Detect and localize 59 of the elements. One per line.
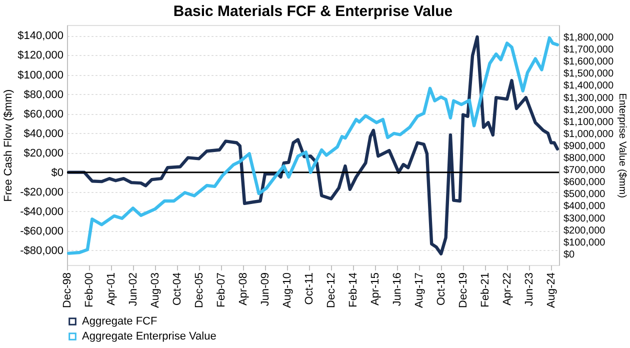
x-tick-label: Aug-17: [414, 272, 426, 308]
y-tick-label: $60,000: [24, 108, 64, 120]
y2-tick-label: $1,200,000: [564, 104, 614, 116]
y2-tick-label: $0: [564, 249, 576, 260]
y2-tick-label: $100,000: [564, 237, 606, 248]
y2-tick-label: $900,000: [564, 140, 606, 152]
legend-label: Aggregate Enterprise Value: [82, 330, 216, 342]
x-tick-label: Apr-22: [502, 272, 514, 306]
y-tick-label: $100,000: [18, 69, 64, 82]
y2-tick-label: $200,000: [564, 225, 606, 236]
y2-tick-label: $500,000: [564, 189, 606, 200]
y2-tick-label: $1,400,000: [564, 80, 614, 92]
x-tick-label: Aug-10: [282, 272, 294, 308]
x-tick-label: Dec-05: [194, 272, 206, 308]
y2-tick-label: $1,100,000: [564, 116, 614, 128]
x-tick-label: Dec-98: [62, 272, 74, 308]
y-tick-label: -$40,000: [20, 206, 64, 218]
y-tick-label: -$20,000: [20, 186, 64, 198]
x-tick-label: Oct-18: [436, 272, 448, 306]
x-tick-label: Aug-24: [546, 272, 558, 308]
y-tick-label: -$60,000: [20, 225, 64, 238]
x-tick-label: Apr-08: [238, 272, 250, 306]
y2-tick-label: $1,300,000: [564, 92, 614, 104]
y-tick-label: $140,000: [18, 30, 64, 42]
x-tick-label: Feb-07: [216, 272, 228, 308]
x-tick-label: Oct-04: [172, 272, 184, 306]
x-tick-label: Dec-19: [458, 272, 470, 308]
y-tick-label: -$80,000: [20, 244, 64, 257]
y2-tick-label: $300,000: [564, 213, 606, 224]
x-tick-label: Jun-16: [392, 272, 404, 306]
y2-tick-label: $800,000: [564, 153, 606, 164]
y2-tick-label: $700,000: [564, 165, 606, 176]
x-tick-label: Apr-15: [370, 272, 382, 306]
x-tick-label: Feb-21: [480, 272, 492, 308]
x-tick-label: Feb-14: [348, 272, 360, 308]
y2-tick-label: $600,000: [564, 177, 606, 188]
x-tick-label: Jun-02: [127, 272, 140, 306]
y2-axis-title: Enterprise Value ($mm): [616, 93, 628, 198]
x-tick-label: Dec-12: [326, 272, 338, 308]
y2-tick-label: $1,000,000: [564, 128, 614, 140]
x-tick-label: Apr-01: [105, 272, 118, 306]
y2-tick-label: $1,500,000: [564, 68, 614, 80]
y-axis-title: Free Cash Flow ($mm): [2, 89, 15, 202]
y-tick-label: $40,000: [24, 128, 64, 140]
y2-tick-label: $1,600,000: [564, 56, 614, 68]
x-tick-label: Aug-03: [149, 272, 162, 308]
y-tick-label: $0: [51, 166, 64, 179]
x-tick-label: Jun-23: [524, 272, 536, 306]
x-tick-label: Feb-00: [84, 272, 96, 308]
y-tick-label: $20,000: [24, 147, 64, 160]
y2-tick-label: $1,800,000: [564, 32, 614, 44]
y2-tick-label: $1,700,000: [564, 44, 614, 56]
y-tick-label: $80,000: [24, 88, 64, 101]
legend-label: Aggregate FCF: [82, 316, 158, 328]
chart-title: Basic Materials FCF & Enterprise Value: [173, 3, 453, 20]
x-tick-label: Oct-11: [304, 272, 316, 305]
y2-tick-label: $400,000: [564, 201, 606, 212]
x-tick-label: Jun-09: [260, 272, 272, 306]
y-tick-label: $120,000: [18, 50, 64, 62]
